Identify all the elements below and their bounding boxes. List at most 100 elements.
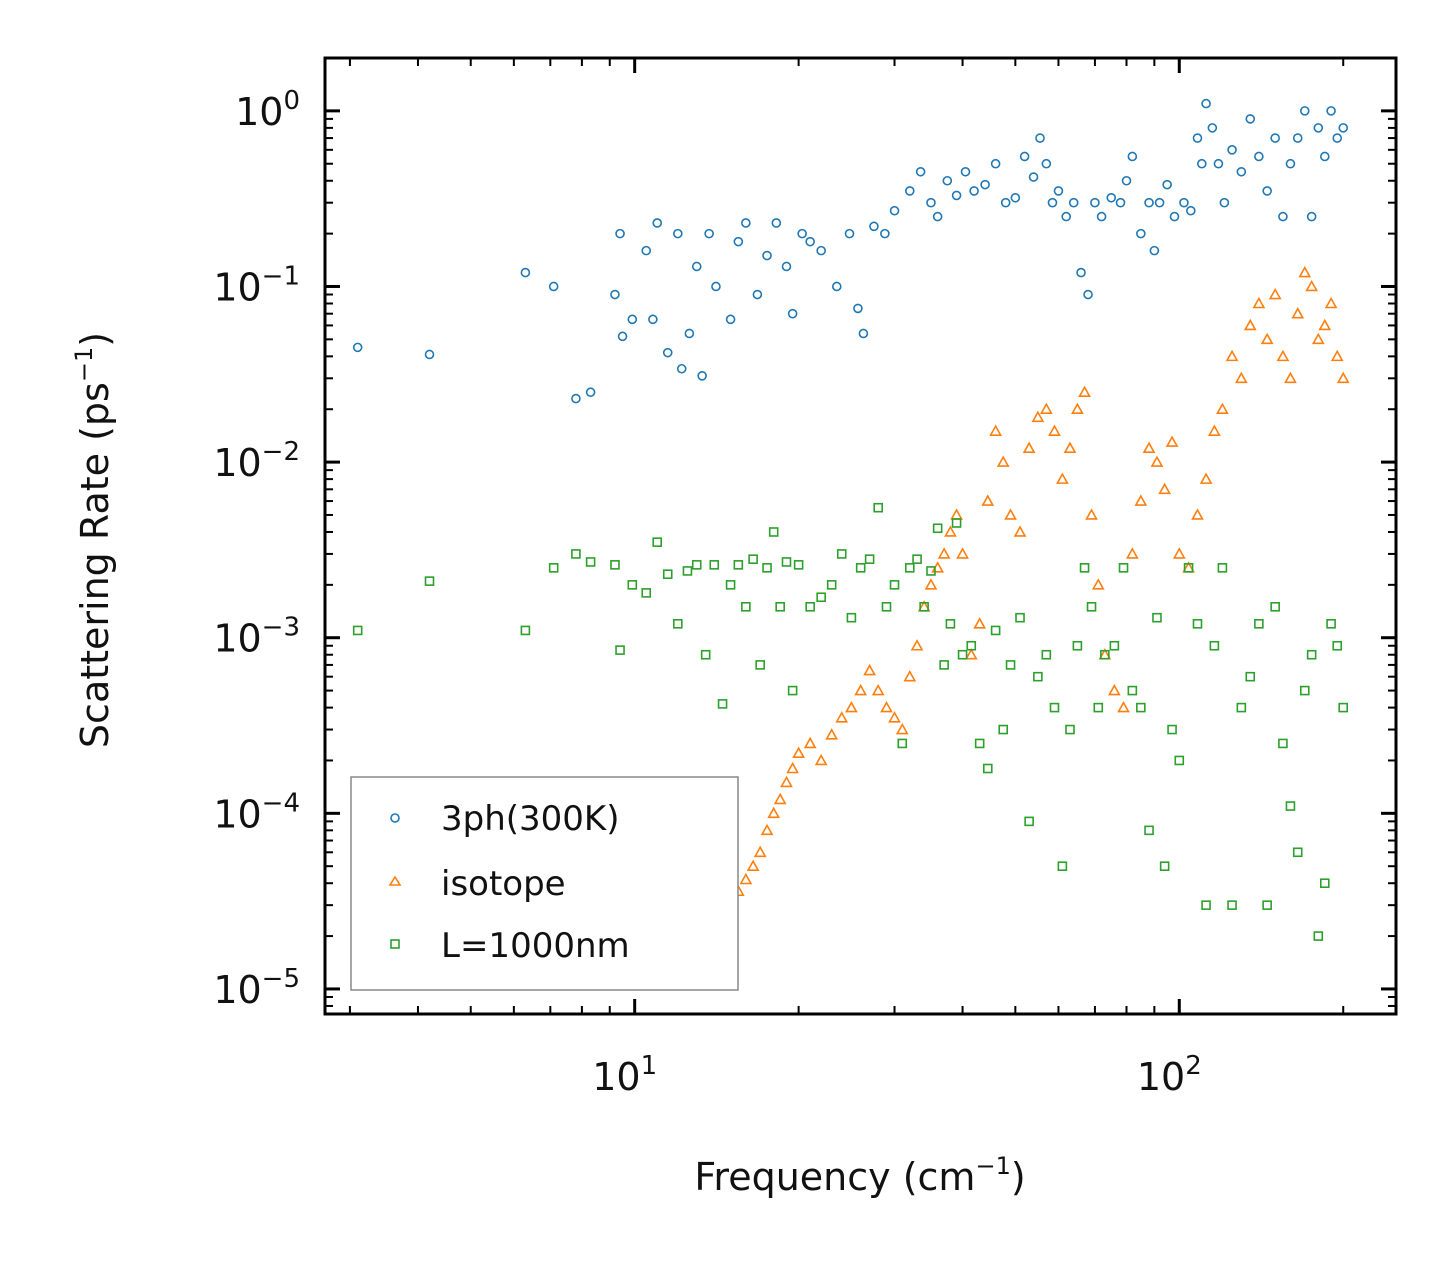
data-point-3ph bbox=[520, 267, 531, 278]
data-point-isotope bbox=[880, 700, 893, 713]
data-point-3ph bbox=[1179, 197, 1189, 208]
data-point-boundary bbox=[846, 612, 857, 623]
data-point-isotope bbox=[981, 494, 995, 506]
data-point-boundary bbox=[641, 588, 652, 598]
data-point-isotope bbox=[1039, 402, 1053, 415]
data-point-isotope bbox=[1048, 424, 1061, 436]
data-point-boundary bbox=[775, 601, 785, 612]
data-point-3ph bbox=[1127, 151, 1138, 162]
data-point-boundary bbox=[1118, 563, 1129, 573]
data-point-isotope bbox=[1158, 482, 1172, 495]
data-point-boundary bbox=[717, 699, 728, 709]
data-point-boundary bbox=[352, 625, 363, 636]
data-point-3ph bbox=[1219, 197, 1230, 208]
x-tick-label: 101 bbox=[592, 1051, 657, 1099]
data-point-boundary bbox=[1183, 563, 1194, 573]
data-point-3ph bbox=[648, 314, 658, 325]
data-point-isotope bbox=[1330, 349, 1344, 362]
x-axis-label-close: ) bbox=[1011, 1155, 1026, 1199]
y-tick-label-exp: −3 bbox=[262, 613, 300, 643]
data-point-3ph bbox=[904, 186, 915, 196]
data-point-boundary bbox=[652, 537, 663, 547]
data-point-isotope bbox=[1142, 441, 1156, 453]
data-point-3ph bbox=[1121, 175, 1132, 186]
data-point-3ph bbox=[1227, 145, 1237, 155]
data-point-isotope bbox=[1063, 441, 1077, 453]
data-point-boundary bbox=[939, 660, 949, 670]
data-point-boundary bbox=[1292, 847, 1303, 858]
data-point-boundary bbox=[520, 625, 531, 636]
data-point-boundary bbox=[873, 502, 884, 513]
data-point-isotope bbox=[803, 736, 817, 749]
data-point-boundary bbox=[755, 660, 765, 670]
data-point-3ph bbox=[1068, 197, 1079, 208]
data-point-boundary bbox=[1332, 640, 1343, 651]
y-tick-label-base: 10 bbox=[213, 441, 261, 485]
legend-label-boundary: L=1000nm bbox=[441, 926, 630, 966]
data-point-isotope bbox=[1311, 332, 1325, 345]
data-point-3ph bbox=[1035, 133, 1045, 143]
data-point-isotope bbox=[1318, 318, 1332, 331]
data-point-isotope bbox=[973, 617, 987, 629]
data-point-3ph bbox=[725, 314, 736, 325]
data-point-3ph bbox=[691, 261, 702, 272]
legend-marker-boundary bbox=[390, 939, 400, 949]
data-point-boundary bbox=[1144, 825, 1154, 836]
data-point-boundary bbox=[1093, 702, 1104, 713]
data-point-boundary bbox=[1100, 649, 1110, 660]
data-point-3ph bbox=[787, 308, 798, 319]
y-tick-label: 10−2 bbox=[213, 437, 300, 485]
data-point-3ph bbox=[990, 158, 1001, 169]
data-point-boundary bbox=[424, 576, 435, 586]
data-point-3ph bbox=[704, 228, 714, 239]
data-point-boundary bbox=[1270, 601, 1280, 612]
data-point-3ph bbox=[1285, 158, 1296, 169]
data-point-3ph bbox=[915, 166, 926, 177]
data-point-isotope bbox=[1291, 307, 1305, 319]
data-point-boundary bbox=[1152, 612, 1162, 623]
data-point-3ph bbox=[571, 393, 581, 404]
data-point-3ph bbox=[676, 363, 687, 374]
data-point-3ph bbox=[752, 289, 763, 300]
data-point-boundary bbox=[548, 563, 559, 573]
data-point-isotope bbox=[937, 547, 951, 559]
legend-label-3ph: 3ph(300K) bbox=[441, 799, 619, 839]
data-point-isotope bbox=[964, 648, 978, 660]
data-point-isotope bbox=[1324, 296, 1338, 309]
data-point-isotope bbox=[863, 663, 876, 676]
x-tick-label-base: 10 bbox=[1137, 1055, 1185, 1099]
data-point-3ph bbox=[641, 245, 652, 256]
data-point-3ph bbox=[617, 331, 628, 342]
data-point-boundary bbox=[733, 560, 744, 570]
data-point-3ph bbox=[805, 236, 815, 247]
x-tick-label: 102 bbox=[1137, 1051, 1202, 1099]
data-point-boundary bbox=[982, 763, 993, 774]
data-point-boundary bbox=[1319, 878, 1330, 889]
data-point-3ph bbox=[844, 228, 855, 239]
data-point-isotope bbox=[760, 823, 774, 836]
data-point-boundary bbox=[793, 560, 804, 570]
data-point-3ph bbox=[1019, 151, 1030, 162]
x-axis-label-exp: −1 bbox=[975, 1152, 1010, 1180]
data-point-boundary bbox=[1209, 640, 1220, 651]
data-point-boundary bbox=[748, 554, 758, 564]
data-point-boundary bbox=[1015, 612, 1025, 623]
data-point-boundary bbox=[1278, 738, 1288, 749]
data-point-3ph bbox=[1162, 179, 1172, 190]
data-point-boundary bbox=[1041, 649, 1052, 660]
data-point-isotope bbox=[1216, 402, 1229, 415]
data-point-3ph bbox=[1076, 267, 1086, 278]
data-point-3ph bbox=[1144, 197, 1154, 208]
data-point-boundary bbox=[725, 580, 736, 590]
data-point-3ph bbox=[585, 387, 596, 398]
data-point-3ph bbox=[1207, 123, 1218, 133]
data-point-3ph bbox=[1053, 186, 1064, 196]
data-point-boundary bbox=[1254, 619, 1264, 629]
data-point-boundary bbox=[966, 640, 977, 651]
y-axis-label-text: Scattering Rate (ps bbox=[73, 382, 117, 748]
data-point-isotope bbox=[1071, 402, 1084, 415]
x-axis-label: Frequency (cm−1) bbox=[694, 1152, 1025, 1199]
data-point-boundary bbox=[904, 563, 915, 573]
y-tick-label-base: 10 bbox=[213, 617, 261, 661]
data-point-isotope bbox=[1078, 385, 1091, 398]
